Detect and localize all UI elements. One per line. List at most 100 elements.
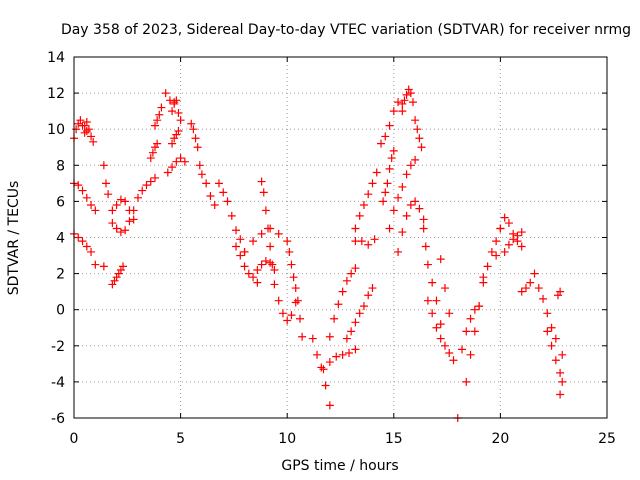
data-point	[381, 132, 390, 141]
data-point	[406, 89, 415, 98]
data-point	[74, 233, 83, 242]
data-point	[381, 188, 390, 197]
data-point	[82, 193, 91, 202]
data-point	[387, 154, 396, 163]
data-point	[372, 168, 381, 177]
data-point	[504, 219, 513, 228]
data-point	[470, 305, 479, 314]
data-point	[466, 314, 475, 323]
data-point	[419, 215, 428, 224]
data-point	[236, 235, 245, 244]
data-point	[440, 341, 449, 350]
data-point	[121, 197, 130, 206]
data-point	[261, 256, 270, 265]
data-point	[116, 195, 125, 204]
data-point	[253, 265, 262, 274]
data-point	[176, 116, 185, 125]
series-arc18	[257, 177, 277, 269]
data-point	[513, 231, 522, 240]
data-point	[394, 98, 403, 107]
data-point	[347, 269, 356, 278]
data-point	[195, 161, 204, 170]
data-point	[285, 247, 294, 256]
y-tick-label: 8	[56, 158, 65, 174]
data-point	[146, 154, 155, 163]
data-point	[411, 155, 420, 164]
data-point	[408, 98, 417, 107]
series-arc34	[423, 296, 454, 358]
data-point	[197, 170, 206, 179]
y-tick-label: -2	[51, 339, 65, 355]
data-point	[99, 161, 108, 170]
data-point	[543, 309, 552, 318]
x-tick-label: 10	[278, 431, 296, 447]
data-point	[368, 284, 377, 293]
series-arc41	[517, 278, 535, 296]
data-point	[287, 311, 296, 320]
data-point	[402, 170, 411, 179]
series-arc40	[500, 228, 526, 256]
data-point	[121, 226, 130, 235]
data-point	[295, 314, 304, 323]
data-point	[389, 206, 398, 215]
data-point	[379, 197, 388, 206]
data-point	[406, 201, 415, 210]
data-point	[87, 201, 96, 210]
chart-title: Day 358 of 2023, Sidereal Day-to-day VTE…	[61, 22, 631, 38]
data-point	[500, 213, 509, 222]
data-point	[189, 125, 198, 134]
data-point	[556, 368, 565, 377]
data-point	[274, 296, 283, 305]
data-point	[153, 116, 162, 125]
data-point	[151, 121, 160, 130]
data-point	[558, 377, 567, 386]
data-point	[483, 262, 492, 271]
data-point	[257, 177, 266, 186]
data-point	[142, 181, 151, 190]
data-points	[70, 85, 567, 422]
data-point	[509, 235, 518, 244]
data-point	[504, 240, 513, 249]
data-point	[148, 148, 157, 157]
data-point	[364, 240, 373, 249]
data-point	[440, 284, 449, 293]
data-point	[240, 247, 249, 256]
data-point	[298, 332, 307, 341]
data-point	[266, 258, 275, 267]
data-point	[219, 188, 228, 197]
data-point	[334, 300, 343, 309]
data-point	[558, 350, 567, 359]
data-point	[325, 358, 334, 367]
data-point	[91, 206, 100, 215]
data-point	[428, 278, 437, 287]
y-tick-label: -6	[51, 411, 65, 427]
series-arc31	[385, 155, 420, 233]
series-arc16	[232, 242, 262, 287]
data-point	[287, 260, 296, 269]
data-point	[543, 327, 552, 336]
data-point	[368, 179, 377, 188]
data-point	[338, 350, 347, 359]
data-point	[321, 381, 330, 390]
data-point	[398, 182, 407, 191]
series-arc44	[553, 287, 567, 359]
data-point	[257, 229, 266, 238]
data-point	[383, 179, 392, 188]
grid-layer	[74, 57, 607, 418]
data-point	[556, 287, 565, 296]
data-point	[193, 143, 202, 152]
data-point	[176, 154, 185, 163]
data-point	[445, 349, 454, 358]
x-tick-label: 15	[385, 431, 403, 447]
data-point	[146, 177, 155, 186]
data-point	[155, 110, 164, 119]
data-point	[308, 334, 317, 343]
data-point	[84, 125, 93, 134]
series-arc4	[80, 117, 98, 146]
data-point	[517, 242, 526, 251]
series-arc45	[556, 390, 565, 399]
data-point	[385, 224, 394, 233]
data-point	[232, 242, 241, 251]
data-point	[240, 262, 249, 271]
